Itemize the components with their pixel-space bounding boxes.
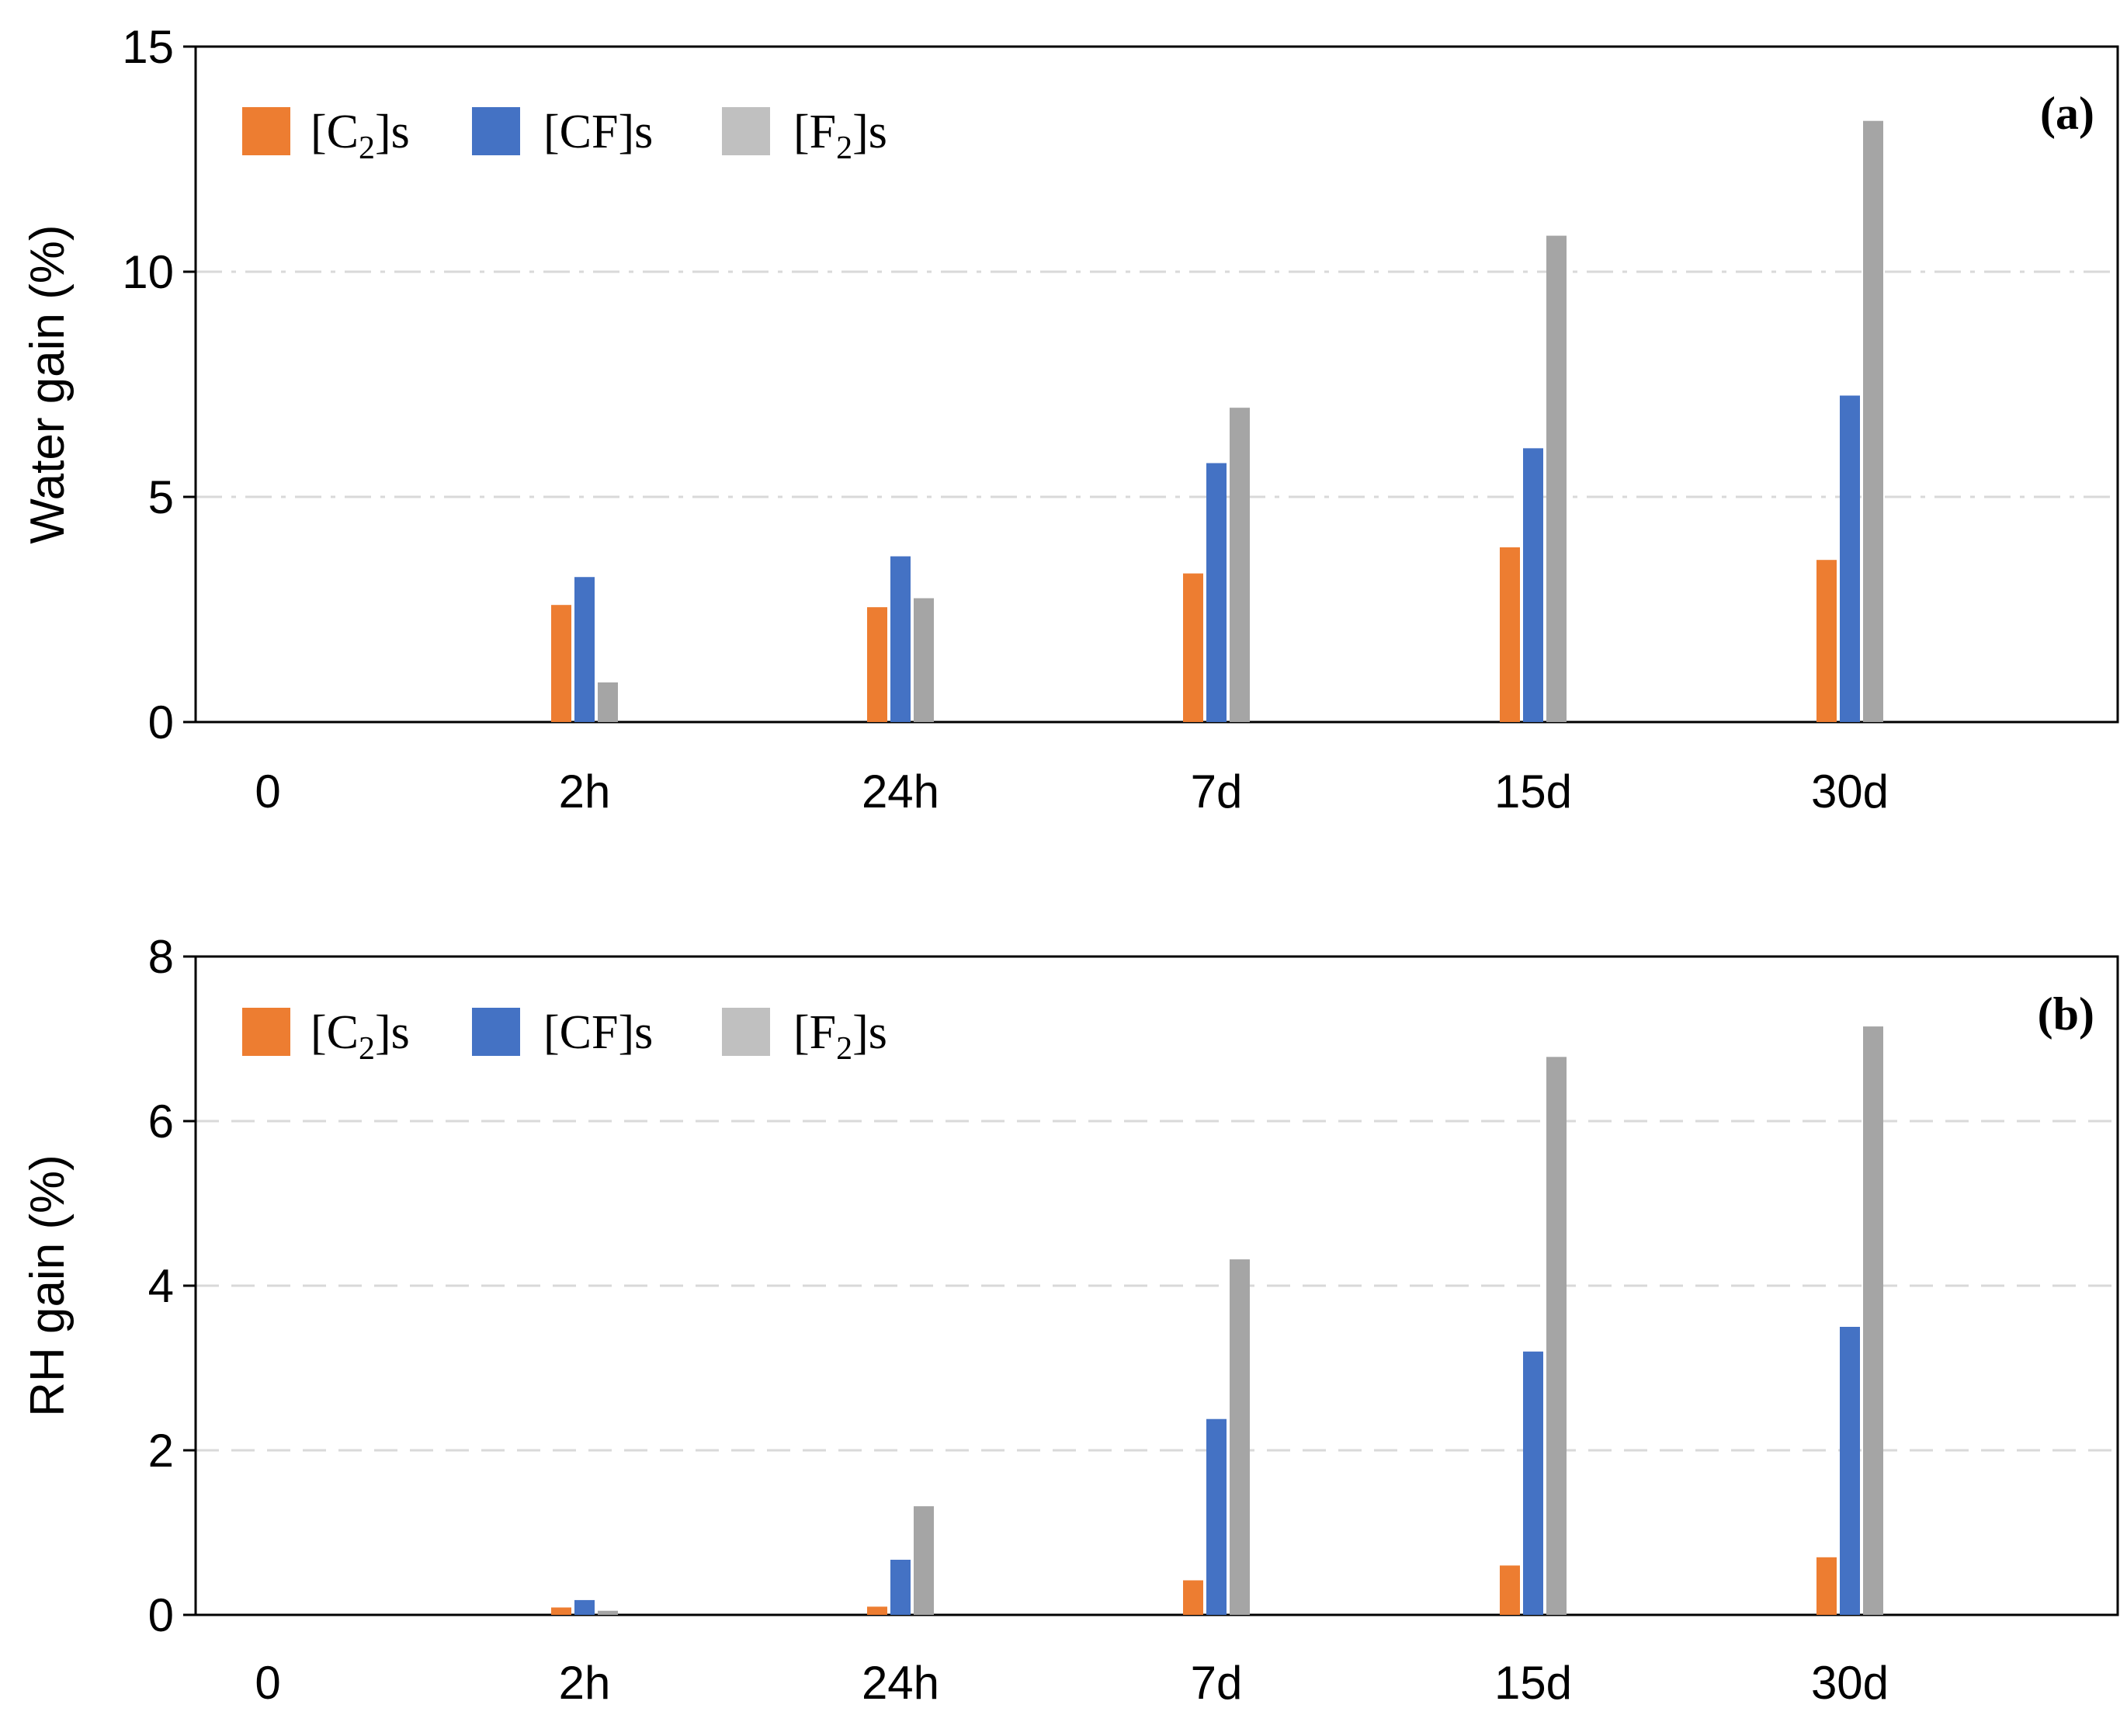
legend-swatch <box>722 1008 770 1056</box>
bar-f2s-30d <box>1863 120 1883 722</box>
legend-label: [F2]s <box>793 106 887 166</box>
legend-label: [C2]s <box>311 1006 410 1067</box>
y-tick-label: 15 <box>122 21 174 73</box>
x-tick-label: 30d <box>1811 766 1889 818</box>
bar-c2s-2h <box>551 605 571 722</box>
legend-swatch <box>472 107 520 155</box>
bar-cfs-7d <box>1206 1418 1227 1615</box>
legend-swatch <box>242 1008 290 1056</box>
bar-cfs-30d <box>1840 1327 1860 1615</box>
chart-panel-a: 0 5 10 15 Water gain (%) 0 2h 24h 7d 15d 30d [C2]s [… <box>21 21 2119 818</box>
panel-label: (b) <box>2038 988 2094 1040</box>
bar-f2s-2h <box>598 682 618 722</box>
legend-label: [CF]s <box>543 1006 653 1059</box>
bar-cfs-2h <box>574 577 595 722</box>
bar-cfs-7d <box>1206 463 1227 722</box>
bar-c2s-7d <box>1183 573 1203 722</box>
bar-c2s-7d <box>1183 1580 1203 1615</box>
bar-f2s-24h <box>914 598 934 722</box>
panel-label: (a) <box>2040 88 2094 139</box>
legend-label: [CF]s <box>543 106 653 158</box>
bar-c2s-15d <box>1500 547 1520 722</box>
x-tick-label: 2h <box>559 1657 611 1709</box>
bar-c2s-15d <box>1500 1565 1520 1615</box>
y-tick-label: 0 <box>148 1589 174 1641</box>
bar-cfs-15d <box>1523 448 1543 722</box>
bar-c2s-24h <box>867 1606 887 1615</box>
legend-label: [C2]s <box>311 106 410 166</box>
plot-frame <box>194 45 2119 724</box>
x-tick-label: 15d <box>1494 1657 1572 1709</box>
y-tick-label: 5 <box>148 471 174 523</box>
y-axis-label: Water gain (%) <box>21 224 75 543</box>
y-tick-label: 4 <box>148 1260 174 1312</box>
chart-panel-b: 0 2 4 6 8 RH gain (%) 0 2h 24h 7d 15d 30d [C2]s [CF]s… <box>21 931 2119 1709</box>
bar-f2s-2h <box>598 1610 618 1615</box>
x-tick-label: 24h <box>862 1657 939 1709</box>
bar-c2s-30d <box>1816 1557 1837 1615</box>
y-tick-label: 0 <box>148 696 174 748</box>
legend-swatch <box>242 107 290 155</box>
bar-cfs-30d <box>1840 395 1860 722</box>
x-tick-label: 0 <box>255 1657 280 1709</box>
bar-f2s-7d <box>1230 1259 1250 1615</box>
bar-f2s-24h <box>914 1506 934 1615</box>
x-tick-label: 15d <box>1494 766 1572 818</box>
legend-swatch <box>472 1008 520 1056</box>
x-tick-label: 30d <box>1811 1657 1889 1709</box>
bar-c2s-2h <box>551 1607 571 1615</box>
legend-label: [F2]s <box>793 1006 887 1067</box>
legend-swatch <box>722 107 770 155</box>
bar-f2s-7d <box>1230 408 1250 722</box>
bar-f2s-30d <box>1863 1026 1883 1615</box>
bar-c2s-24h <box>867 607 887 722</box>
x-tick-label: 24h <box>862 766 939 818</box>
y-tick-label: 10 <box>122 246 174 298</box>
y-tick-label: 8 <box>148 931 174 983</box>
bar-cfs-15d <box>1523 1351 1543 1615</box>
x-tick-label: 2h <box>559 766 611 818</box>
y-tick-label: 2 <box>148 1425 174 1477</box>
bar-f2s-15d <box>1546 1057 1567 1615</box>
bar-cfs-24h <box>890 1559 911 1615</box>
bar-c2s-30d <box>1816 560 1837 722</box>
bar-cfs-24h <box>890 556 911 722</box>
bar-cfs-2h <box>574 1599 595 1615</box>
bar-f2s-15d <box>1546 235 1567 723</box>
x-tick-label: 7d <box>1191 1657 1243 1709</box>
y-axis-label: RH gain (%) <box>21 1154 75 1417</box>
x-tick-label: 0 <box>255 766 280 818</box>
y-tick-label: 6 <box>148 1095 174 1147</box>
x-tick-label: 7d <box>1191 766 1243 818</box>
